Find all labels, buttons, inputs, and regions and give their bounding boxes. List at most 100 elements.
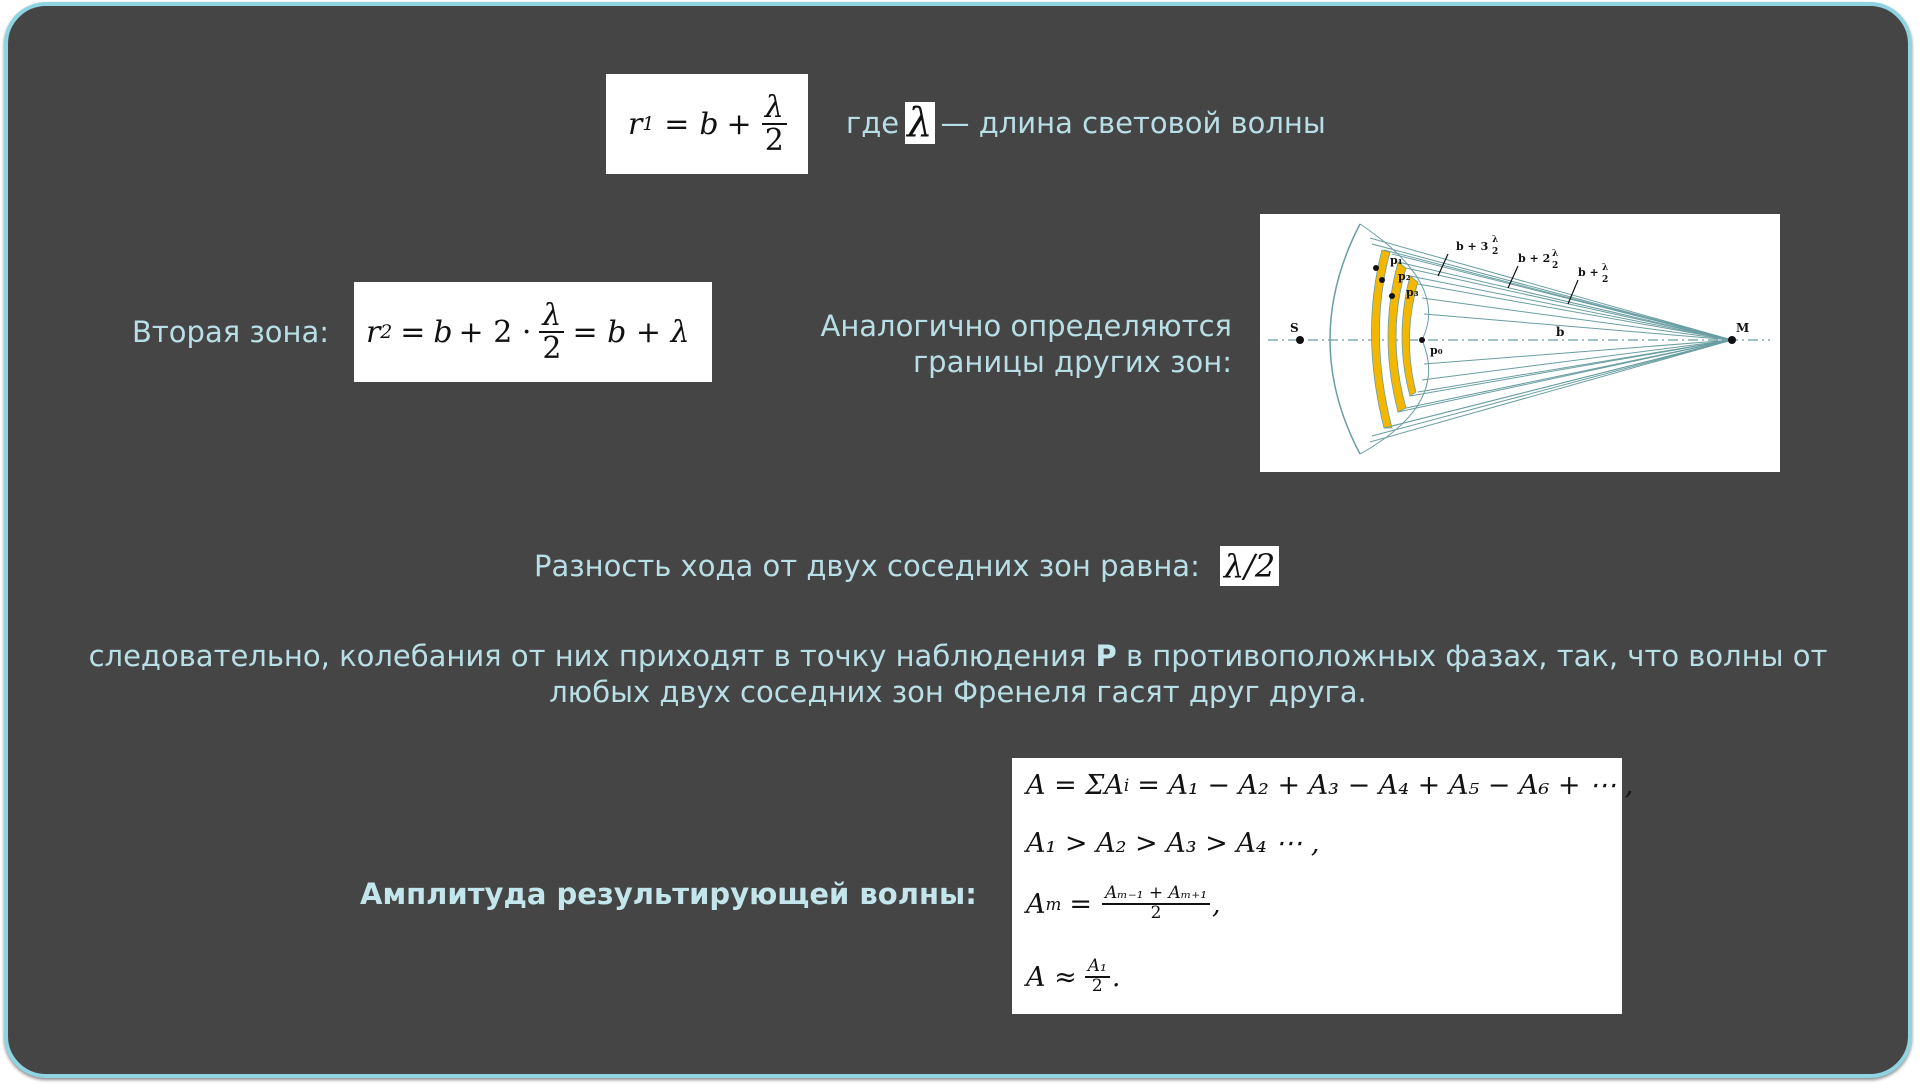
label-s: S [1290,321,1299,335]
r2-fraction-numerator: λ [539,299,565,333]
label-b1: b + [1578,266,1599,279]
amplitude-inequality: A₁ > A₂ > A₃ > A₄ ⋯ , [1026,827,1320,859]
ray [1397,261,1733,341]
r2-tail: = b + λ [572,314,690,350]
ray [1409,275,1733,341]
ray [1417,283,1733,341]
point-p1 [1373,265,1379,271]
zone-band-3 [1401,275,1419,397]
label-p0: p₀ [1430,344,1443,357]
r2-fraction-denominator: 2 [542,331,562,366]
mean-fraction: Aₘ₋₁ + Aₘ₊₁ 2 [1102,884,1211,923]
ray [1423,339,1733,365]
sum-rhs: = A₁ − A₂ + A₃ − A₄ + A₅ − A₆ + ⋯ , [1137,769,1634,801]
approx-tail: . [1111,961,1121,993]
label-p1: p₁ [1390,254,1403,267]
approx-lhs: A ≈ [1026,961,1077,993]
r1-symbol: r [628,106,643,142]
other-zones-text: Аналогично определяются границы других з… [768,308,1232,380]
amplitude-label: Амплитуда результирующей волны: [360,877,977,911]
consequence-line1: следовательно, колебания от них приходят… [8,638,1908,674]
zone-band-1 [1371,249,1393,429]
label-b2-frac-num: λ [1552,249,1558,259]
mean-lhs: A [1026,888,1046,920]
label-b1-frac-den: 2 [1602,275,1608,285]
rays-group [1369,237,1733,443]
ray [1391,253,1733,341]
ray [1369,237,1733,341]
where-prefix: где [846,106,900,140]
leader-b1 [1567,279,1579,305]
label-b2-frac-den: 2 [1552,261,1558,271]
approx-numerator: A₁ [1084,957,1110,978]
label-b2: b + 2 [1518,252,1550,265]
second-zone-label: Вторая зона: [132,315,330,349]
consequence-text: следовательно, колебания от них приходят… [8,638,1908,710]
sum-lhs: A = ΣA [1026,769,1124,801]
other-zones-line1: Аналогично определяются [820,309,1232,343]
r1-fraction-denominator: 2 [764,123,784,158]
label-b1-frac-num: λ [1602,263,1608,273]
zone-band-2 [1387,261,1407,413]
r2-subscript: 2 [380,321,393,343]
label-p2: p₂ [1398,270,1411,283]
point-s [1296,336,1304,344]
approx-denominator: 2 [1091,976,1103,996]
where-suffix: — длина световой волны [940,106,1326,140]
leader-b2 [1507,265,1519,289]
amplitude-sum-equation: A = ΣA i = A₁ − A₂ + A₃ − A₄ + A₅ − A₆ + … [1026,766,1633,804]
ray [1405,267,1733,341]
mean-equals: = [1069,888,1092,920]
ray [1421,297,1733,341]
consequence-line1-before: следовательно, колебания от них приходят… [88,639,1087,673]
wavefront-arc-outer [1329,223,1361,455]
point-p0 [1419,337,1425,343]
path-difference: Разность хода от двух соседних зон равна… [534,546,1285,586]
consequence-line1-after: в противоположных фазах, так, что волны … [1126,639,1828,673]
point-p2 [1379,277,1385,283]
ray [1423,313,1733,341]
path-difference-text: Разность хода от двух соседних зон равна… [534,549,1200,583]
label-b3: b + 3 [1456,240,1488,253]
other-zones-line2: границы других зон: [912,345,1232,379]
label-b3-frac-num: λ [1492,235,1498,245]
amplitude-approx-equation: A ≈ A₁ 2 . [1026,948,1120,1006]
r2-equals: = [400,314,426,350]
label-m: M [1736,321,1749,335]
ray [1371,339,1733,437]
observation-point-p: P [1095,639,1117,673]
r2-symbol: r [366,314,381,350]
ray [1417,339,1733,393]
r2-fraction: λ 2 [539,299,565,366]
ray [1405,339,1733,409]
approx-fraction: A₁ 2 [1084,957,1110,996]
mean-denominator: 2 [1150,903,1162,923]
sum-subscript: i [1123,775,1130,795]
mean-lhs-subscript: m [1045,894,1062,914]
point-m [1728,336,1736,344]
lambda-definition: где λ — длина световой волны [846,102,1326,144]
ray [1391,339,1733,427]
fresnel-zones-diagram: S M b p₀ p₁ p₂ p₃ b + 3 b + 2 b + λ 2 λ … [1260,214,1780,472]
consequence-line2: любых двух соседних зон Френеля гасят др… [549,675,1367,709]
amplitude-formulas-box: A = ΣA i = A₁ − A₂ + A₃ − A₄ + A₅ − A₆ + … [1012,758,1633,1014]
r1-plus: + [726,106,752,142]
path-difference-value: λ/2 [1219,546,1280,586]
r1-fraction-numerator: λ [761,91,787,125]
ray [1369,339,1733,443]
leader-b3 [1437,253,1449,277]
r1-fraction: λ 2 [761,91,787,158]
point-p3 [1389,293,1395,299]
label-p3: p₃ [1406,286,1419,299]
r2-plus-two: + 2 · [458,314,532,350]
ray [1421,339,1733,381]
r1-subscript: 1 [642,113,655,135]
r1-b: b [699,106,719,142]
lambda-symbol: λ [905,100,935,146]
label-b3-frac-den: 2 [1492,247,1498,257]
r1-equals: = [664,106,690,142]
